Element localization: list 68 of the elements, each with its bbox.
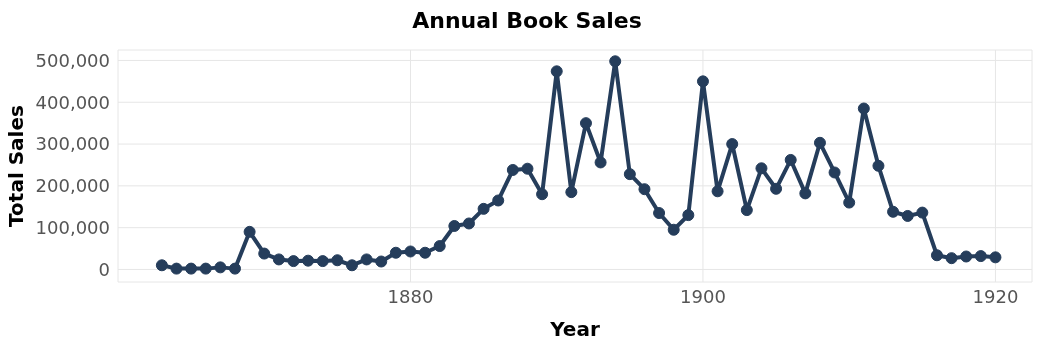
point [565,186,578,199]
point [740,204,753,217]
point [682,209,695,222]
point [930,249,943,262]
point [623,168,636,181]
point [521,162,534,175]
point [170,262,183,275]
y-tick-label: 200,000 [35,175,110,197]
point [243,225,256,238]
point [784,153,797,166]
point [843,196,856,209]
point [609,55,622,68]
point [594,156,607,169]
point [185,262,198,275]
point [653,207,666,220]
point [828,166,841,179]
point [316,255,329,268]
point [770,182,783,195]
point [960,250,973,263]
point [375,255,388,268]
point [536,188,549,201]
point [945,252,958,265]
point [404,245,417,258]
point [331,254,344,267]
y-tick-label: 500,000 [35,49,110,71]
point [887,205,900,218]
point [228,262,241,275]
point [448,219,461,232]
point [550,65,563,78]
point [872,159,885,172]
point [477,202,490,215]
point [272,253,285,266]
point [711,185,724,198]
chart-title: Annual Book Sales [411,8,643,33]
point [667,223,680,236]
point [638,183,651,196]
point [462,217,475,230]
point [696,75,709,88]
y-tick-label: 300,000 [35,133,110,155]
point [433,240,446,253]
point [389,246,402,259]
point [360,253,373,266]
point [857,102,870,115]
point [155,259,168,272]
point [419,246,432,259]
x-tick-label: 1900 [680,285,726,307]
y-axis-title: Total Sales [4,105,29,227]
point [345,259,358,272]
point [214,261,227,274]
y-tick-label: 0 [98,258,110,280]
y-tick-label: 100,000 [35,217,110,239]
point [799,187,812,200]
x-tick-label: 1880 [387,285,434,307]
point [974,250,987,263]
point [506,163,519,176]
point [755,162,768,175]
y-tick-label: 400,000 [35,91,110,113]
point [492,194,505,207]
point [813,136,826,149]
point [199,262,212,275]
point [258,247,271,260]
point [302,254,315,267]
x-axis-title: Year [549,317,600,341]
point [901,209,914,222]
point [989,251,1002,264]
point [287,255,300,268]
point [916,206,929,219]
x-tick-label: 1920 [972,285,1019,307]
